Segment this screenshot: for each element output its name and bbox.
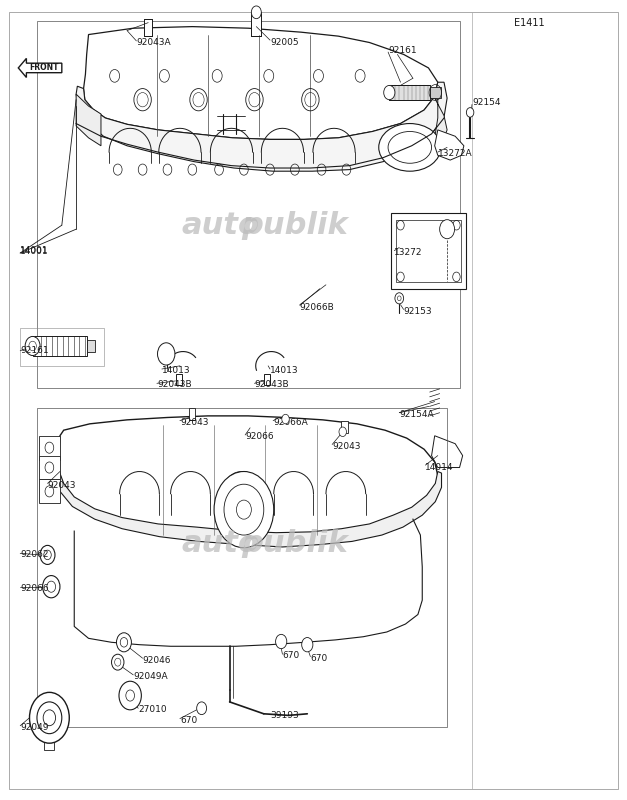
Text: 92043A: 92043A [137,38,171,47]
Text: 13272: 13272 [394,248,423,257]
Circle shape [440,220,455,238]
Circle shape [395,293,404,304]
Polygon shape [83,26,438,139]
Polygon shape [431,436,463,467]
Text: 92066B: 92066B [300,302,335,311]
Circle shape [197,702,207,714]
Text: 92043: 92043 [332,442,361,450]
Text: 92066: 92066 [20,584,49,593]
Polygon shape [56,465,441,547]
Text: A: A [445,226,449,232]
Bar [251,12,261,36]
Circle shape [214,471,274,548]
Polygon shape [76,82,447,171]
Bar [189,408,196,420]
Text: 92049: 92049 [20,723,49,732]
Circle shape [40,546,55,565]
Text: auto: auto [181,210,260,240]
Circle shape [282,414,289,424]
Text: 92066A: 92066A [273,418,308,426]
Text: 14013: 14013 [162,366,191,375]
Bar [429,87,441,98]
Polygon shape [435,130,464,160]
Circle shape [384,86,395,100]
Text: 14001: 14001 [20,246,49,255]
Text: 92062: 92062 [20,550,49,559]
Bar [33,337,87,355]
Text: 92161: 92161 [388,46,417,55]
Text: FRONT: FRONT [29,63,58,73]
Text: 14001: 14001 [20,247,49,256]
Polygon shape [76,94,101,146]
Circle shape [302,638,313,652]
Text: 92161: 92161 [20,346,49,355]
Text: E1411: E1411 [514,18,544,28]
Ellipse shape [388,131,431,163]
Text: 27010: 27010 [138,706,167,714]
Polygon shape [39,436,60,459]
Text: 39193: 39193 [270,711,298,720]
Bar [20,328,104,366]
Bar [396,220,461,282]
Circle shape [25,337,40,355]
Circle shape [117,633,132,652]
Text: 92043B: 92043B [157,381,191,390]
Circle shape [119,682,141,710]
Text: 92043B: 92043B [255,381,289,390]
Ellipse shape [379,123,441,171]
Text: 92005: 92005 [270,38,298,47]
Text: 92046: 92046 [142,656,171,665]
Polygon shape [39,479,60,503]
Circle shape [112,654,124,670]
Bar [87,340,95,352]
Bar [264,374,270,385]
Text: 14013: 14013 [270,366,298,375]
Text: publik: publik [241,529,348,558]
Polygon shape [431,98,447,155]
Text: 92049A: 92049A [134,672,168,681]
Text: 13272A: 13272A [438,150,472,158]
Text: 670: 670 [282,651,300,660]
Circle shape [29,692,69,743]
Polygon shape [18,58,62,78]
Text: A: A [164,351,169,357]
Bar [389,86,429,100]
Circle shape [251,6,261,18]
Text: 92154: 92154 [472,98,500,106]
Polygon shape [59,416,438,537]
Bar [45,718,55,750]
Text: publik: publik [241,210,348,240]
Bar [144,18,152,36]
Text: 92154A: 92154A [399,410,434,418]
Circle shape [157,342,175,365]
Circle shape [276,634,287,649]
Bar [176,374,182,385]
Bar [391,214,466,289]
Circle shape [466,108,474,117]
Bar [342,422,348,434]
Text: 92066: 92066 [245,432,274,441]
Bar [37,408,447,727]
Circle shape [339,427,347,437]
Polygon shape [122,686,139,705]
Text: 670: 670 [310,654,328,662]
Polygon shape [39,456,60,479]
Text: 670: 670 [180,716,197,725]
Text: 92043: 92043 [180,418,208,426]
Bar [37,21,460,388]
Text: 14014: 14014 [425,463,454,472]
Text: 92153: 92153 [404,306,432,315]
Text: auto: auto [181,529,260,558]
Text: 92043: 92043 [48,481,76,490]
Circle shape [43,575,60,598]
